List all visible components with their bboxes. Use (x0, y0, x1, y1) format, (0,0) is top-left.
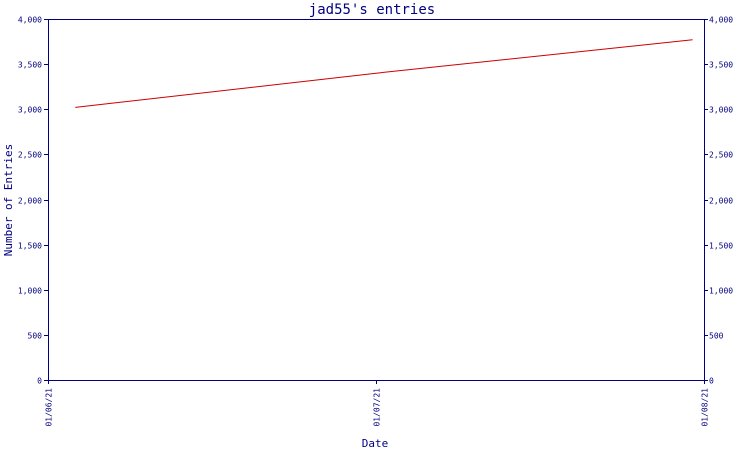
y-tick-label-left: 500 (28, 332, 43, 341)
y-tick-label-left: 3,500 (18, 61, 42, 70)
series-line (75, 39, 693, 108)
y-tick-label-left: 3,000 (18, 106, 42, 115)
x-axis-label: Date (362, 437, 389, 450)
y-tick-label-right: 0 (709, 377, 714, 386)
y-tick-label-right: 4,000 (709, 16, 733, 25)
y-tick-label-right: 1,000 (709, 287, 733, 296)
y-tick-label-left: 4,000 (18, 16, 42, 25)
y-tick-label-left: 0 (37, 377, 42, 386)
chart-title: jad55's entries (309, 2, 435, 18)
y-tick-label-left: 2,000 (18, 197, 42, 206)
y-tick-label-left: 1,000 (18, 287, 42, 296)
x-tick-label: 01/08/21 (701, 388, 710, 427)
y-tick-label-right: 3,000 (709, 106, 733, 115)
y-tick-label-right: 500 (709, 332, 724, 341)
y-tick-label-right: 2,000 (709, 197, 733, 206)
y-tick-label-right: 3,500 (709, 61, 733, 70)
y-axis-label: Number of Entries (2, 144, 15, 257)
x-tick-label: 01/06/21 (45, 388, 54, 427)
y-tick-label-right: 1,500 (709, 242, 733, 251)
y-axis-right: 0 500 1,000 1,500 2,000 2,500 3,000 3,500 4,000 (704, 16, 733, 386)
y-tick-label-left: 2,500 (18, 151, 42, 160)
y-axis-left: 0 500 1,000 1,500 2,000 2,500 3,000 3,500 4,000 (18, 16, 48, 386)
x-axis: 01/06/21 01/07/21 01/08/21 (45, 380, 710, 427)
y-tick-label-left: 1,500 (18, 242, 42, 251)
y-tick-label-right: 2,500 (709, 151, 733, 160)
x-tick-label: 01/07/21 (373, 388, 382, 427)
